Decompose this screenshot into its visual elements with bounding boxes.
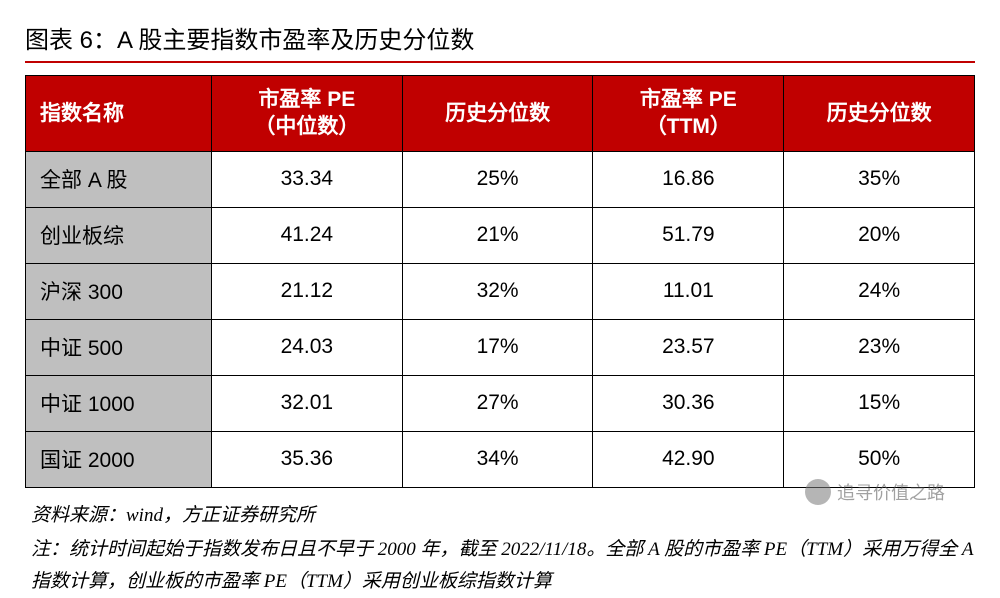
watermark-text: 追寻价值之路 <box>837 479 945 505</box>
method-note: 注：统计时间起始于指数发布日且不早于 2000 年，截至 2022/11/18。… <box>31 534 975 598</box>
cell-pct-median: 21% <box>402 207 593 263</box>
table-row: 沪深 30021.1232%11.0124% <box>26 263 975 319</box>
cell-pct-ttm: 23% <box>784 319 975 375</box>
table-row: 创业板综41.2421%51.7920% <box>26 207 975 263</box>
table-header: 指数名称 市盈率 PE（中位数） 历史分位数 市盈率 PE（TTM） 历史分位数 <box>26 76 975 152</box>
cell-pe-median: 35.36 <box>211 431 402 487</box>
cell-pe-ttm: 23.57 <box>593 319 784 375</box>
cell-index-name: 国证 2000 <box>26 431 212 487</box>
cell-index-name: 中证 1000 <box>26 375 212 431</box>
cell-index-name: 沪深 300 <box>26 263 212 319</box>
cell-pct-ttm: 15% <box>784 375 975 431</box>
cell-pct-ttm: 35% <box>784 151 975 207</box>
table-row: 全部 A 股33.3425%16.8635% <box>26 151 975 207</box>
cell-pct-median: 25% <box>402 151 593 207</box>
footnotes: 资料来源：wind，方正证券研究所 注：统计时间起始于指数发布日且不早于 200… <box>25 500 975 598</box>
table-row: 中证 50024.0317%23.5723% <box>26 319 975 375</box>
cell-index-name: 中证 500 <box>26 319 212 375</box>
cell-pe-ttm: 42.90 <box>593 431 784 487</box>
col-header-pct-median: 历史分位数 <box>402 76 593 152</box>
cell-pe-median: 21.12 <box>211 263 402 319</box>
col-header-pct-ttm: 历史分位数 <box>784 76 975 152</box>
title-divider: 图表 6：A 股主要指数市盈率及历史分位数 <box>25 20 975 63</box>
cell-pct-median: 17% <box>402 319 593 375</box>
cell-pct-ttm: 20% <box>784 207 975 263</box>
cell-pct-ttm: 24% <box>784 263 975 319</box>
cell-pe-ttm: 51.79 <box>593 207 784 263</box>
cell-pe-ttm: 30.36 <box>593 375 784 431</box>
cell-pe-median: 32.01 <box>211 375 402 431</box>
cell-pct-median: 32% <box>402 263 593 319</box>
table-body: 全部 A 股33.3425%16.8635%创业板综41.2421%51.792… <box>26 151 975 487</box>
watermark-icon <box>805 479 831 505</box>
col-header-index-name: 指数名称 <box>26 76 212 152</box>
cell-pe-ttm: 11.01 <box>593 263 784 319</box>
cell-pe-median: 24.03 <box>211 319 402 375</box>
chart-title: 图表 6：A 股主要指数市盈率及历史分位数 <box>25 20 975 55</box>
col-header-pe-ttm: 市盈率 PE（TTM） <box>593 76 784 152</box>
cell-pe-median: 33.34 <box>211 151 402 207</box>
cell-pct-median: 34% <box>402 431 593 487</box>
pe-table: 指数名称 市盈率 PE（中位数） 历史分位数 市盈率 PE（TTM） 历史分位数… <box>25 75 975 488</box>
cell-index-name: 创业板综 <box>26 207 212 263</box>
cell-index-name: 全部 A 股 <box>26 151 212 207</box>
cell-pe-ttm: 16.86 <box>593 151 784 207</box>
cell-pct-median: 27% <box>402 375 593 431</box>
cell-pe-median: 41.24 <box>211 207 402 263</box>
watermark: 追寻价值之路 <box>805 479 945 505</box>
col-header-pe-median: 市盈率 PE（中位数） <box>211 76 402 152</box>
table-row: 中证 100032.0127%30.3615% <box>26 375 975 431</box>
